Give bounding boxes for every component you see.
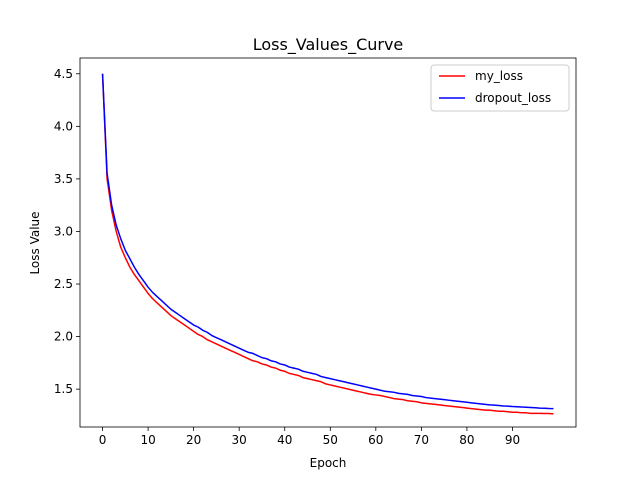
y-tick-label: 2.0	[54, 330, 73, 344]
x-tick-label: 90	[505, 433, 520, 447]
y-axis-label: Loss Value	[28, 211, 42, 274]
legend-box	[430, 64, 570, 112]
x-tick-label: 0	[99, 433, 107, 447]
legend-label-my_loss: my_loss	[475, 69, 523, 83]
x-tick-label: 40	[277, 433, 292, 447]
legend: my_loss dropout_loss	[430, 64, 570, 112]
series-line-dropout_loss	[101, 73, 554, 410]
y-tick-label: 3.5	[54, 172, 73, 186]
y-tick-label: 4.0	[54, 119, 73, 133]
x-tick-label: 20	[186, 433, 201, 447]
y-tick-label: 4.5	[54, 67, 73, 81]
y-tick-label: 2.5	[54, 277, 73, 291]
x-tick-label: 60	[368, 433, 383, 447]
x-axis-label: Epoch	[310, 456, 347, 470]
x-tick-label: 80	[459, 433, 474, 447]
x-tick-label: 50	[323, 433, 338, 447]
x-tick-label: 30	[232, 433, 247, 447]
plot-area: 0 10 20 30 40 50 60 70 80 90 1.5 2.0 2.5 3.0 3.5 4.0 4.5	[54, 57, 577, 447]
series-line-my_loss	[101, 73, 554, 415]
plot-frame	[79, 57, 577, 428]
y-tick-label: 3.0	[54, 224, 73, 238]
legend-label-dropout_loss: dropout_loss	[475, 91, 551, 105]
chart-title: Loss_Values_Curve	[253, 35, 404, 55]
x-tick-label: 10	[140, 433, 155, 447]
x-tick-label: 70	[414, 433, 429, 447]
y-tick-label: 1.5	[54, 382, 73, 396]
